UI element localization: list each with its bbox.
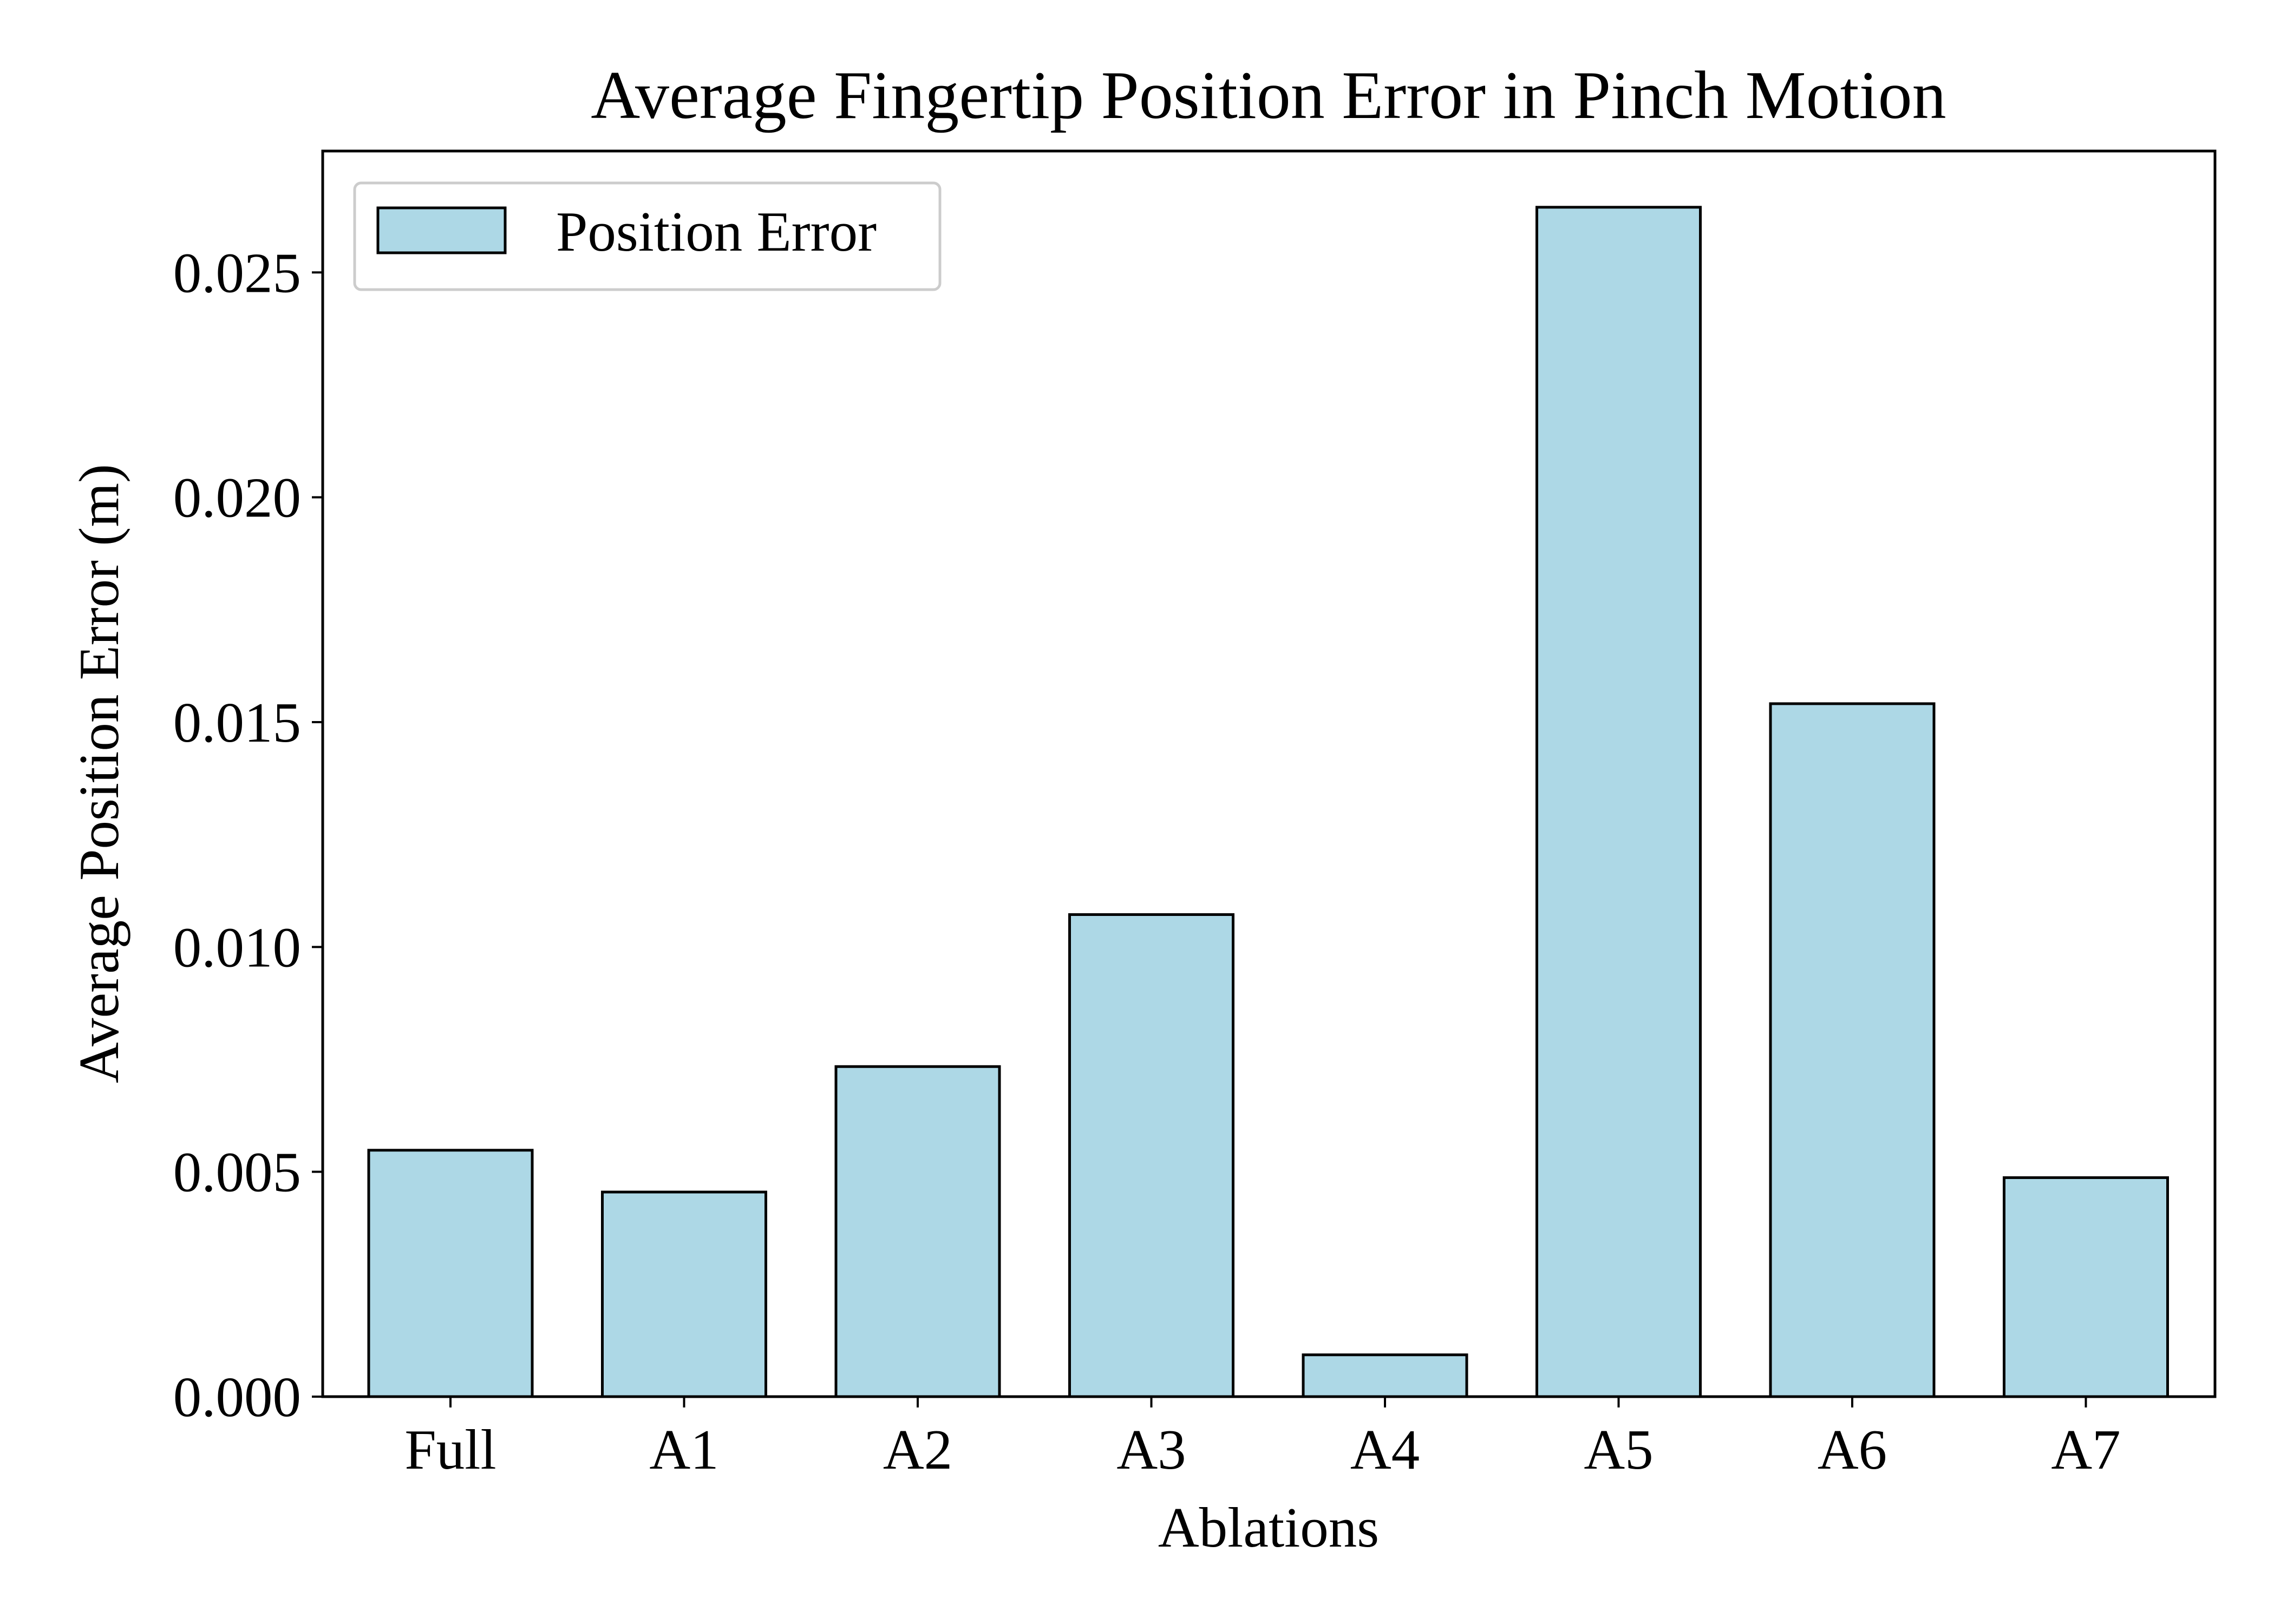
bars-layer — [367, 206, 2169, 1398]
plot-frame — [321, 149, 2217, 1398]
chart-title: Average Fingertip Position Error in Pinc… — [591, 58, 1946, 133]
bar-a7 — [2003, 1176, 2169, 1398]
y-axis-ticks: 0.000 0.005 0.010 0.015 0.020 0.025 — [173, 241, 323, 1429]
bar-a6 — [1769, 702, 1936, 1398]
bar-full — [367, 1149, 534, 1398]
x-axis-label: Ablations — [1158, 1496, 1379, 1559]
bar-a5 — [1535, 206, 1702, 1398]
y-tick-label: 0.005 — [173, 1141, 301, 1204]
y-tick-label: 0.015 — [173, 691, 301, 754]
y-tick-label: 0.010 — [173, 915, 301, 979]
y-tick-label: 0.025 — [173, 241, 301, 304]
bar-a2 — [834, 1065, 1001, 1398]
x-tick-label: A1 — [649, 1418, 718, 1481]
x-tick-label: A2 — [883, 1418, 952, 1481]
legend-label: Position Error — [556, 200, 877, 263]
x-tick-label: A6 — [1818, 1418, 1887, 1481]
y-tick-label: 0.000 — [173, 1365, 301, 1429]
bar-a4 — [1302, 1353, 1468, 1398]
x-tick-label: A4 — [1350, 1418, 1420, 1481]
x-tick-label: Full — [404, 1418, 496, 1481]
legend: Position Error — [353, 181, 942, 291]
bar-a1 — [601, 1190, 767, 1398]
legend-swatch — [376, 206, 507, 254]
y-axis-label: Average Position Error (m) — [67, 464, 130, 1083]
x-tick-label: A3 — [1116, 1418, 1186, 1481]
bar-a3 — [1068, 913, 1234, 1398]
x-axis-ticks: Full A1 A2 A3 A4 A5 A6 A7 — [404, 1397, 2121, 1481]
x-tick-label: A5 — [1584, 1418, 1653, 1481]
y-tick-label: 0.020 — [173, 466, 301, 529]
x-tick-label: A7 — [2051, 1418, 2120, 1481]
